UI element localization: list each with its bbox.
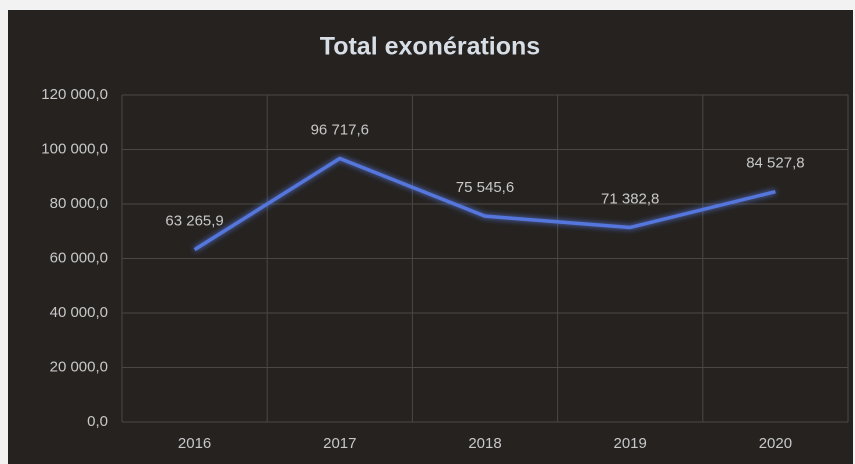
data-label: 84 527,8 (746, 155, 804, 172)
x-tick-label: 2019 (614, 435, 647, 452)
data-label: 71 382,8 (601, 190, 659, 207)
y-tick-label: 60 000,0 (50, 249, 108, 266)
data-label: 75 545,6 (456, 179, 514, 196)
chart-background (8, 10, 853, 464)
x-tick-label: 2016 (178, 435, 211, 452)
y-tick-label: 20 000,0 (50, 358, 108, 375)
y-tick-label: 120 000,0 (41, 86, 108, 103)
y-tick-label: 100 000,0 (41, 140, 108, 157)
line (193, 156, 776, 252)
chart-title: Total exonérations (320, 33, 540, 61)
y-tick-label: 0,0 (87, 413, 108, 430)
x-tick-label: 2017 (323, 435, 356, 452)
x-tick-label: 2018 (468, 435, 501, 452)
y-tick-label: 40 000,0 (50, 304, 108, 321)
data-label: 96 717,6 (311, 121, 369, 138)
y-tick-label: 80 000,0 (50, 195, 108, 212)
data-label: 63 265,9 (165, 213, 223, 230)
x-tick-label: 2020 (759, 435, 792, 452)
